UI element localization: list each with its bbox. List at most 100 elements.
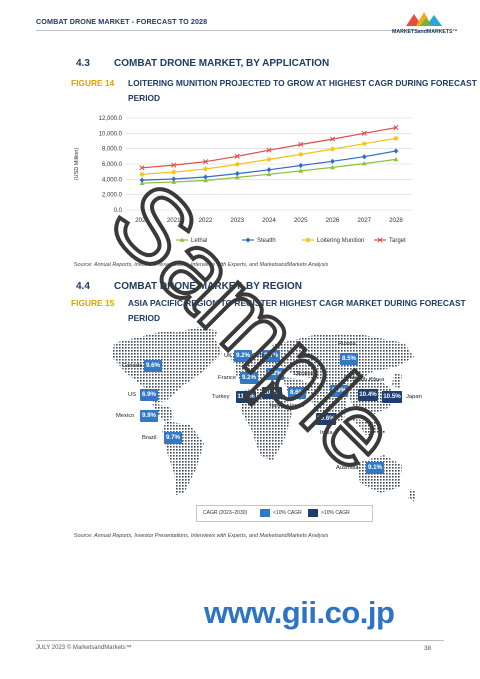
world-map-dots [112, 327, 416, 501]
label-italy: Italy [270, 403, 281, 409]
legend-swatch-high [308, 509, 318, 517]
data-point [361, 161, 367, 166]
source-prefix: Source: [74, 533, 95, 539]
source-text: Annual Reports, Investor Presentations, … [94, 533, 329, 539]
marker-india: 10.6% [316, 413, 336, 425]
source-note-1: Source: Annual Reports, Investor Present… [74, 262, 328, 268]
data-point [234, 174, 240, 180]
x-tick-label: 2025 [294, 217, 308, 224]
legend-swatch-low [260, 509, 270, 517]
marker-israel: 8.6% [288, 387, 306, 399]
y-tick-label: 4,000.0 [102, 177, 123, 183]
data-point [361, 130, 367, 136]
marker-japan: 10.5% [382, 391, 402, 403]
x-tick-label: 2020 [135, 217, 149, 224]
label-uk: UK [224, 353, 233, 359]
data-point [330, 158, 335, 164]
data-point [361, 141, 367, 147]
data-point [393, 135, 399, 141]
data-point [266, 171, 272, 177]
url-watermark: www.gii.co.jp [204, 595, 395, 630]
section-title: COMBAT DRONE MARKET, BY APPLICATION [114, 58, 330, 69]
data-point [393, 156, 399, 162]
data-point [393, 148, 399, 154]
marker-australia: 9.1% [366, 462, 384, 474]
section-title: COMBAT DRONE MARKET, BY REGION [114, 281, 302, 292]
marker-uk: 9.2% [234, 350, 252, 362]
marker-canada: 9.6% [144, 360, 162, 372]
legend-label: Stealth [257, 238, 276, 244]
y-tick-label: 6,000.0 [102, 162, 123, 168]
data-point [234, 153, 240, 159]
marker-italy: 10.2% [262, 387, 282, 399]
data-point [377, 237, 383, 243]
x-tick-label: 2027 [357, 217, 371, 224]
data-point [171, 179, 177, 184]
data-point [298, 151, 304, 158]
figure-label: FIGURE 15 [71, 298, 115, 308]
y-tick-label: 10,000.0 [99, 131, 123, 137]
data-point [202, 166, 209, 172]
label-turkey: Turkey [212, 394, 230, 400]
x-tick-label: 2026 [326, 217, 340, 224]
label-japan: Japan [406, 394, 422, 400]
source-note-2: Source: Annual Reports, Investor Present… [74, 533, 328, 539]
label-canada: Canada [122, 363, 143, 369]
world-map: 9.6% Canada 6.9% US 9.9% Mexico 9.7% Bra… [104, 323, 434, 528]
marker-turkey: 11.0% [236, 391, 256, 403]
section-number: 4.3 [76, 58, 90, 69]
data-point [361, 154, 367, 160]
logo-wordmark: MARKETSandMARKETS™ [392, 29, 458, 35]
marker-us: 6.9% [140, 389, 158, 401]
footer-date: JULY 2023 © MarketsandMarkets™ [36, 645, 132, 651]
label-russia: Russia [338, 341, 356, 347]
x-tick-label: 2022 [199, 217, 213, 224]
marker-russia: 8.5% [340, 353, 358, 365]
report-title: COMBAT DRONE MARKET - FORECAST TO 2028 [36, 17, 208, 26]
x-tick-label: 2024 [262, 217, 276, 224]
data-point [298, 141, 304, 148]
x-tick-label: 2028 [389, 217, 403, 224]
x-tick-label: 2021 [167, 217, 181, 224]
label-us: US [128, 392, 137, 398]
data-point [139, 180, 145, 185]
y-tick-label: 12,000.0 [99, 116, 123, 122]
data-point [171, 162, 177, 168]
data-point [329, 136, 336, 142]
legend-high-label: >10% CAGR [321, 510, 350, 516]
data-point [139, 177, 145, 183]
page-header: COMBAT DRONE MARKET - FORECAST TO 2028 M… [0, 0, 480, 40]
label-south-korea: South Korea [352, 377, 385, 383]
data-point [203, 174, 208, 180]
label-brazil: Brazil [142, 435, 157, 441]
y-tick-label: 2,000.0 [102, 193, 123, 199]
label-australia: Australia [336, 465, 359, 471]
header-divider [36, 30, 444, 31]
data-point [305, 237, 311, 243]
label-ukraine: Ukraine [294, 371, 314, 377]
x-tick-label: 2023 [230, 217, 244, 224]
marker-china: 9.9% [330, 385, 348, 397]
application-line-chart: 12,000.0 10,000.0 8,000.0 6,000.0 4,000.0 2,0… [74, 116, 412, 244]
label-india: India [320, 430, 333, 436]
label-israel: Israel [290, 403, 305, 409]
data-point [202, 159, 209, 165]
map-legend: CAGR (2023–2030) <10% CAGR >10% CAGR [196, 505, 373, 522]
data-point [139, 165, 145, 171]
data-point [266, 167, 272, 173]
data-point [329, 146, 336, 152]
data-point [203, 177, 208, 183]
figure-caption: LOITERING MUNITION PROJECTED TO GROW AT … [128, 78, 477, 103]
label-china: China [344, 375, 360, 381]
marker-south-korea: 10.4% [358, 389, 378, 401]
y-tick-label: 0.0 [114, 208, 123, 214]
page-number: 38 [424, 645, 432, 652]
marker-brazil: 9.7% [164, 432, 182, 444]
legend-title: CAGR (2023–2030) [203, 510, 248, 516]
section-number: 4.4 [76, 281, 90, 292]
data-point [234, 161, 240, 167]
data-point [179, 237, 185, 242]
data-point [171, 176, 177, 182]
data-point [393, 125, 399, 131]
marker-ukraine: 9.2% [266, 368, 284, 380]
